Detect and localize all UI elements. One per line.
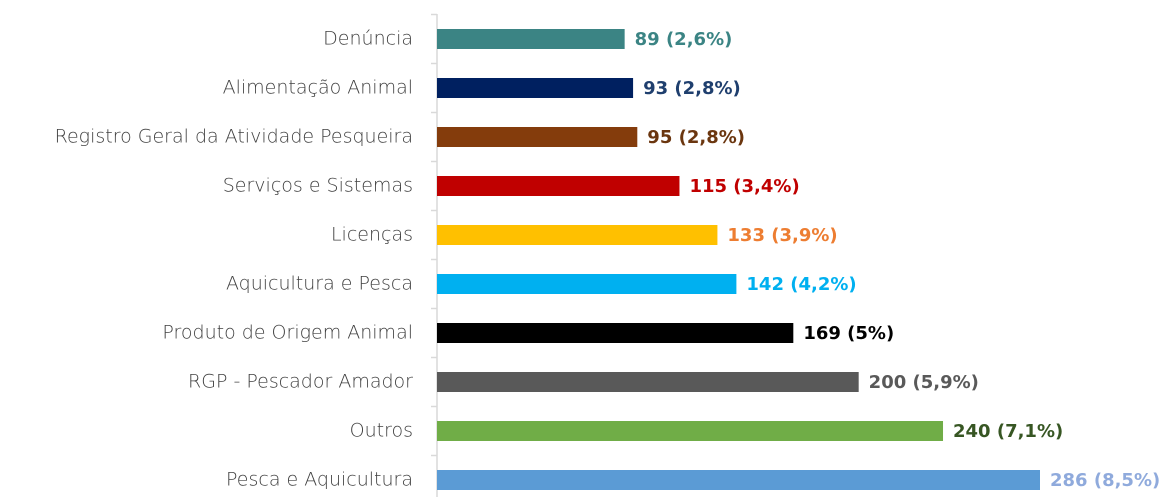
value-label: 142 (4,2%) bbox=[746, 274, 856, 295]
value-label: 240 (7,1%) bbox=[953, 421, 1063, 442]
bar bbox=[437, 323, 794, 343]
value-label: 89 (2,6%) bbox=[635, 29, 733, 50]
bar bbox=[437, 225, 718, 245]
bar bbox=[437, 78, 634, 98]
bar bbox=[437, 176, 680, 196]
category-label: Pesca e Aquicultura bbox=[226, 469, 413, 491]
value-label: 200 (5,9%) bbox=[869, 372, 979, 393]
bar bbox=[437, 274, 737, 294]
bar bbox=[437, 421, 944, 441]
value-label: 115 (3,4%) bbox=[689, 176, 799, 197]
category-label: Outros bbox=[350, 420, 413, 442]
value-label: 169 (5%) bbox=[803, 323, 894, 344]
category-label: Licenças bbox=[331, 224, 413, 246]
category-label: Produto de Origem Animal bbox=[162, 322, 413, 344]
bar bbox=[437, 372, 859, 392]
value-label: 133 (3,9%) bbox=[727, 225, 837, 246]
category-label: Denúncia bbox=[323, 28, 413, 50]
category-label: Registro Geral da Atividade Pesqueira bbox=[55, 126, 413, 148]
value-label: 93 (2,8%) bbox=[643, 78, 741, 99]
bar bbox=[437, 127, 638, 147]
category-label: Aquicultura e Pesca bbox=[226, 273, 413, 295]
category-label: RGP - Pescador Amador bbox=[188, 371, 413, 393]
category-label: Serviços e Sistemas bbox=[223, 175, 413, 197]
bar bbox=[437, 29, 625, 49]
bar bbox=[437, 470, 1040, 490]
value-label: 286 (8,5%) bbox=[1050, 470, 1160, 491]
category-label: Alimentação Animal bbox=[223, 77, 413, 99]
value-label: 95 (2,8%) bbox=[647, 127, 745, 148]
